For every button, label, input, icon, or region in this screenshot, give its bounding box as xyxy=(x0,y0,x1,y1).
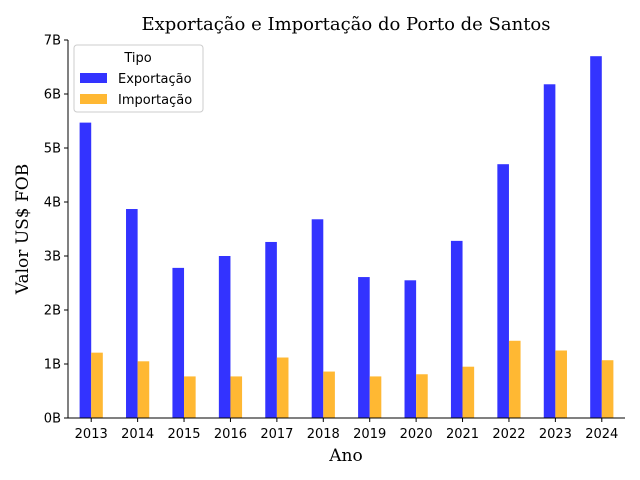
bar-exportacao-2020 xyxy=(404,280,417,418)
legend-swatch-exportacao xyxy=(80,73,107,83)
bar-exportacao-2016 xyxy=(218,256,231,418)
y-tick-label-6: 6B xyxy=(44,88,61,103)
legend-label-importacao: Importação xyxy=(118,93,192,108)
y-tick-label-2: 2B xyxy=(44,304,61,319)
bar-exportacao-2013 xyxy=(79,122,92,419)
legend-swatch-importacao xyxy=(80,94,107,104)
bar-importacao-2015 xyxy=(184,376,196,418)
bar-importacao-2017 xyxy=(276,357,289,418)
bar-exportacao-2022 xyxy=(497,164,509,418)
x-tick-label-2017: 2017 xyxy=(260,427,293,442)
bar-importacao-2019 xyxy=(369,376,382,418)
bar-importacao-2021 xyxy=(462,366,475,418)
x-tick-label-2022: 2022 xyxy=(492,427,525,442)
bar-exportacao-2019 xyxy=(358,277,370,418)
legend: Tipo Exportação Importação xyxy=(73,44,204,113)
bar-exportacao-2017 xyxy=(265,241,277,418)
bar-importacao-2020 xyxy=(416,374,428,418)
x-tick-label-2021: 2021 xyxy=(446,427,479,442)
bar-exportacao-2023 xyxy=(543,84,556,418)
bar-importacao-2024 xyxy=(601,360,614,418)
bar-importacao-2014 xyxy=(137,361,150,418)
x-tick-label-2013: 2013 xyxy=(75,427,108,442)
x-tick-label-2019: 2019 xyxy=(353,427,386,442)
bar-exportacao-2014 xyxy=(126,209,138,418)
legend-label-exportacao: Exportação xyxy=(118,72,192,87)
x-tick-label-2015: 2015 xyxy=(167,427,200,442)
y-tick-label-5: 5B xyxy=(44,142,61,157)
y-tick-label-3: 3B xyxy=(44,250,61,265)
y-tick-label-1: 1B xyxy=(44,358,61,373)
x-tick-label-2020: 2020 xyxy=(400,427,433,442)
chart-title: Exportação e Importação do Porto de Sant… xyxy=(142,14,551,35)
bar-importacao-2016 xyxy=(230,376,243,418)
x-axis-label: Ano xyxy=(328,446,362,466)
x-tick-label-2023: 2023 xyxy=(539,427,572,442)
plot-area: 0B 1B 2B 3B 4B 5B 6B 7B 2013 2014 2015 2016 2017 2018… xyxy=(44,34,625,442)
bar-exportacao-2021 xyxy=(450,240,463,418)
legend-title: Tipo xyxy=(123,51,151,66)
bar-importacao-2022 xyxy=(508,340,521,418)
y-tick-label-7: 7B xyxy=(44,34,61,49)
bar-importacao-2013 xyxy=(91,352,103,418)
bar-exportacao-2024 xyxy=(590,56,602,418)
x-tick-label-2014: 2014 xyxy=(121,427,154,442)
y-axis-label: Valor US$ FOB xyxy=(13,164,33,295)
x-tick-label-2018: 2018 xyxy=(307,427,340,442)
x-tick-label-2024: 2024 xyxy=(585,427,618,442)
y-tick-label-0: 0B xyxy=(44,412,61,427)
x-tick-label-2016: 2016 xyxy=(214,427,247,442)
bar-exportacao-2015 xyxy=(172,267,185,418)
y-tick-label-4: 4B xyxy=(44,196,61,211)
bar-exportacao-2018 xyxy=(311,219,324,418)
bar-importacao-2018 xyxy=(323,371,335,418)
bar-importacao-2023 xyxy=(555,350,567,418)
